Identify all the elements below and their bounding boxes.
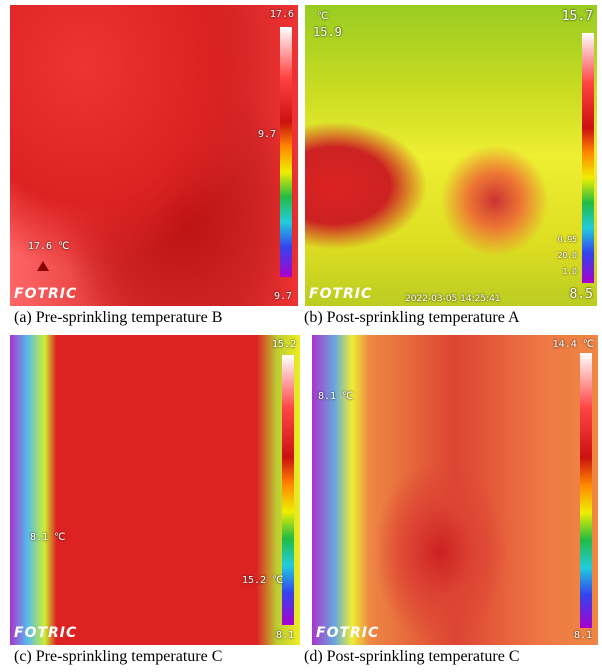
scale-min: 8.1	[574, 630, 592, 641]
param: 20.0	[558, 251, 577, 260]
scale-max: 17.6	[270, 9, 294, 20]
logo: FOTRIC	[14, 625, 77, 641]
spot-temp: 15.9	[313, 25, 342, 39]
thermal-image-a: 17.6 9.7 9.7 17.6 ℃ FOTRIC	[10, 5, 298, 306]
marker-label: 15.2 ℃	[242, 575, 283, 586]
thermal-image-d: 14.4 ℃ 8.1 8.1 ℃ FOTRIC	[312, 335, 598, 645]
scale-min: 8.5	[570, 287, 593, 302]
caption: (b) Post-sprinkling temperature A	[304, 309, 520, 327]
marker-label: 17.6 ℃	[28, 241, 69, 252]
scale-max: 14.4 ℃	[553, 339, 594, 350]
scale-max: 15.7	[562, 9, 593, 24]
marker	[37, 261, 49, 271]
color-scale	[282, 355, 294, 625]
thermal-image-b: 15.9 ℃ 15.7 8.5 2022-03-05 14:25:41 0.95…	[305, 5, 597, 306]
timestamp: 2022-03-05 14:25:41	[405, 294, 501, 304]
thermal-image-c: 15.2 8.1 8.1 ℃ 15.2 ℃ FOTRIC	[10, 335, 300, 645]
marker-label: 8.1 ℃	[318, 391, 353, 402]
logo: FOTRIC	[14, 286, 77, 302]
logo: FOTRIC	[309, 286, 372, 302]
unit: ℃	[317, 11, 328, 22]
scale-min: 8.1	[276, 630, 294, 641]
color-scale	[580, 353, 592, 628]
marker-label: 8.1 ℃	[30, 532, 65, 543]
param: 0.95	[558, 235, 577, 244]
logo: FOTRIC	[316, 625, 379, 641]
caption: (d) Post-sprinkling temperature C	[304, 648, 520, 666]
caption: (a) Pre-sprinkling temperature B	[14, 309, 222, 327]
scale-max: 15.2	[272, 339, 296, 350]
color-scale	[280, 27, 292, 277]
marker-label: 9.7	[258, 129, 276, 140]
figure: 17.6 9.7 9.7 17.6 ℃ FOTRIC 15.9 ℃ 15.7 8…	[0, 0, 602, 672]
scale-min: 9.7	[274, 291, 292, 302]
caption: (c) Pre-sprinkling temperature C	[14, 648, 222, 666]
param: 1.0	[563, 267, 577, 276]
color-scale	[582, 33, 594, 283]
